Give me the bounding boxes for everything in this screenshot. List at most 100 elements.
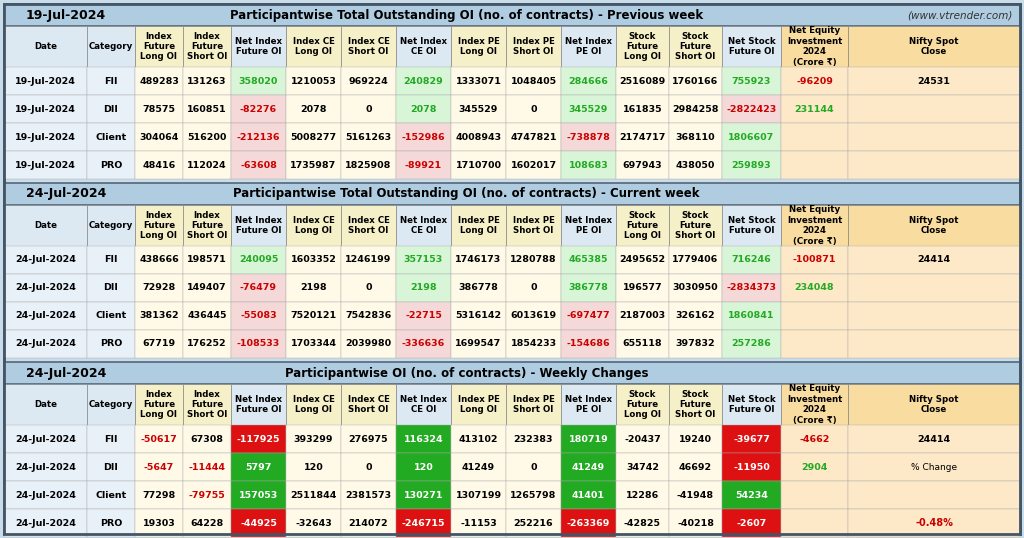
Bar	[451, 384, 506, 425]
Text: 2198: 2198	[411, 284, 437, 293]
Bar	[722, 95, 781, 123]
Text: 54234: 54234	[735, 491, 768, 499]
Bar	[135, 509, 183, 537]
Text: 78575: 78575	[142, 104, 175, 114]
Bar	[286, 453, 341, 481]
Bar	[396, 67, 451, 95]
Text: Net Equity
Investment
2024
(Crore ₹): Net Equity Investment 2024 (Crore ₹)	[786, 26, 842, 67]
Bar	[4, 274, 87, 302]
Text: -82276: -82276	[240, 104, 278, 114]
Text: Index CE
Short OI: Index CE Short OI	[347, 37, 389, 56]
Text: Index CE
Short OI: Index CE Short OI	[347, 216, 389, 235]
Text: Stock
Future
Long OI: Stock Future Long OI	[624, 210, 662, 240]
Bar	[341, 123, 396, 151]
Bar	[848, 509, 1020, 537]
Bar	[341, 151, 396, 179]
Bar	[561, 274, 616, 302]
Text: PRO: PRO	[99, 339, 122, 349]
Text: -11444: -11444	[188, 463, 225, 471]
Bar	[286, 274, 341, 302]
Text: 214072: 214072	[349, 519, 388, 527]
Text: Index CE
Long OI: Index CE Long OI	[293, 395, 335, 414]
Bar	[506, 481, 561, 509]
Bar	[722, 26, 781, 67]
Bar	[561, 123, 616, 151]
Bar	[669, 151, 722, 179]
Bar	[506, 67, 561, 95]
Bar	[848, 425, 1020, 453]
Bar	[135, 151, 183, 179]
Text: 4008943: 4008943	[456, 132, 502, 141]
Bar	[183, 123, 231, 151]
Bar	[616, 330, 669, 358]
Text: -263369: -263369	[567, 519, 610, 527]
Bar	[722, 246, 781, 274]
Text: -39677: -39677	[733, 435, 770, 443]
Bar	[231, 509, 286, 537]
Bar	[848, 95, 1020, 123]
Bar	[669, 384, 722, 425]
Text: 1860841: 1860841	[728, 312, 775, 321]
Bar	[848, 246, 1020, 274]
Bar	[669, 425, 722, 453]
Text: -42825: -42825	[624, 519, 662, 527]
Text: 24-Jul-2024: 24-Jul-2024	[15, 256, 76, 265]
Text: 67719: 67719	[142, 339, 175, 349]
Text: 284666: 284666	[568, 76, 608, 86]
Text: 345529: 345529	[568, 104, 608, 114]
Text: 2495652: 2495652	[620, 256, 666, 265]
Bar	[341, 453, 396, 481]
Text: Net Stock
Future OI: Net Stock Future OI	[728, 216, 775, 235]
Text: 1333071: 1333071	[456, 76, 502, 86]
Bar	[87, 302, 135, 330]
Text: 381362: 381362	[139, 312, 179, 321]
Bar	[135, 453, 183, 481]
Text: 7542836: 7542836	[345, 312, 391, 321]
Bar	[561, 246, 616, 274]
Bar	[135, 384, 183, 425]
Bar	[561, 151, 616, 179]
Bar	[4, 453, 87, 481]
Bar	[561, 425, 616, 453]
Bar	[286, 509, 341, 537]
Bar	[135, 246, 183, 274]
Text: 4747821: 4747821	[510, 132, 557, 141]
Text: 397832: 397832	[676, 339, 716, 349]
Bar	[781, 274, 848, 302]
Text: Nifty Spot
Close: Nifty Spot Close	[909, 37, 958, 56]
Bar	[396, 302, 451, 330]
Bar	[848, 384, 1020, 425]
Bar	[781, 384, 848, 425]
Bar	[506, 330, 561, 358]
Text: FII: FII	[104, 76, 118, 86]
Text: 2381573: 2381573	[345, 491, 391, 499]
Text: -212136: -212136	[237, 132, 281, 141]
Bar	[286, 481, 341, 509]
Bar	[231, 95, 286, 123]
Text: Index PE
Short OI: Index PE Short OI	[513, 216, 554, 235]
Bar	[4, 481, 87, 509]
Text: Date: Date	[34, 400, 57, 409]
Bar	[183, 453, 231, 481]
Text: 6013619: 6013619	[510, 312, 557, 321]
Bar	[286, 384, 341, 425]
Text: 2511844: 2511844	[291, 491, 337, 499]
Bar	[616, 509, 669, 537]
Bar	[848, 67, 1020, 95]
Text: 969224: 969224	[348, 76, 388, 86]
Text: 1806607: 1806607	[728, 132, 774, 141]
Bar	[616, 95, 669, 123]
Text: Stock
Future
Long OI: Stock Future Long OI	[624, 390, 662, 420]
Bar	[87, 205, 135, 246]
Bar	[87, 95, 135, 123]
Text: 120: 120	[414, 463, 433, 471]
Bar	[451, 67, 506, 95]
Bar	[781, 509, 848, 537]
Text: 0: 0	[530, 104, 537, 114]
Bar	[231, 481, 286, 509]
Text: 24-Jul-2024: 24-Jul-2024	[15, 435, 76, 443]
Bar	[396, 453, 451, 481]
Bar	[4, 26, 87, 67]
Text: Participantwise Total Outstanding OI (no. of contracts) - Previous week: Participantwise Total Outstanding OI (no…	[230, 9, 703, 22]
Text: 2904: 2904	[802, 463, 827, 471]
